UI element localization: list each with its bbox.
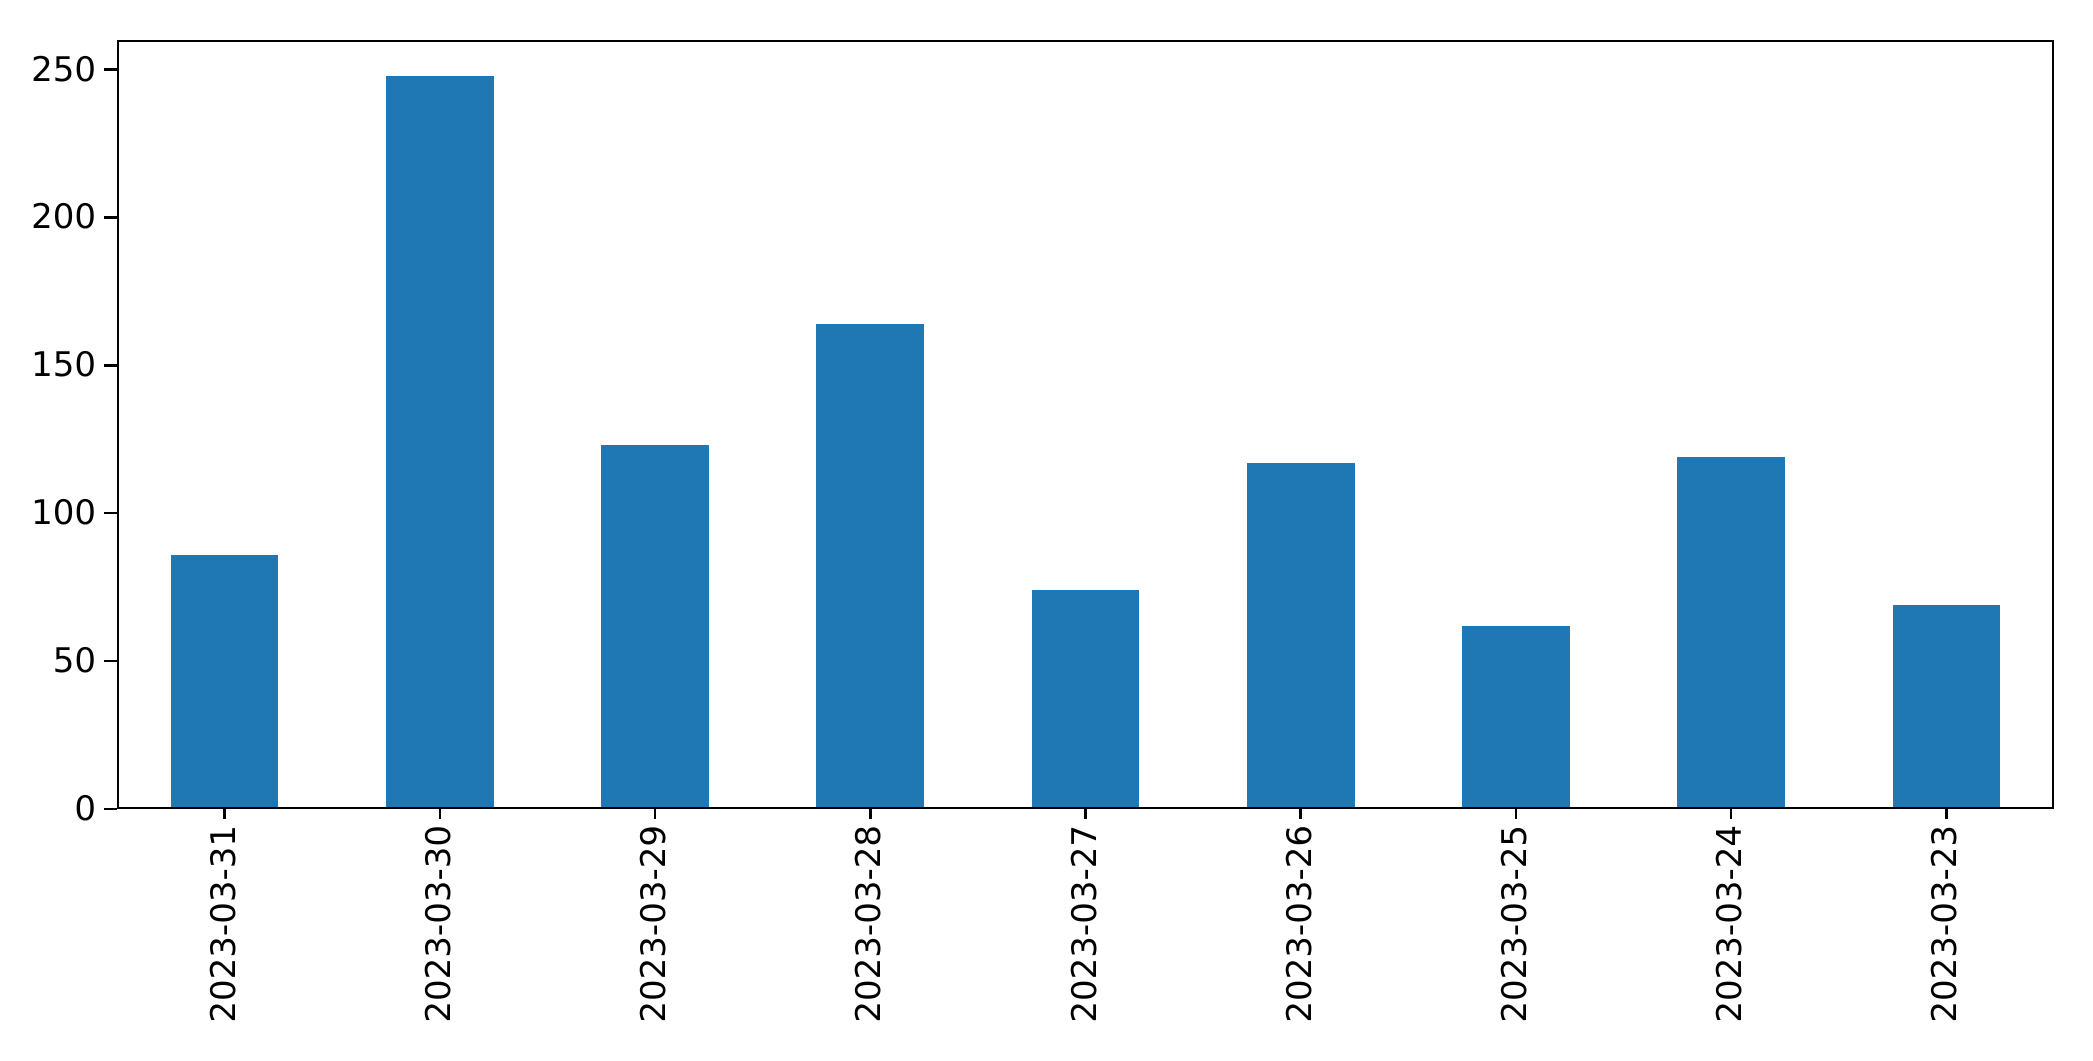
y-tick-mark <box>104 216 117 219</box>
x-tick-mark <box>653 809 657 819</box>
x-tick-label: 2023-03-24 <box>1710 825 1751 1023</box>
y-tick-label: 50 <box>52 641 96 682</box>
x-tick-label: 2023-03-26 <box>1279 825 1320 1023</box>
x-tick-mark <box>223 809 226 819</box>
y-tick-label: 200 <box>31 197 96 238</box>
bar-2023-03-27 <box>1031 590 1140 809</box>
bar-2023-03-23 <box>1892 604 2001 809</box>
x-tick-mark <box>438 809 442 819</box>
y-tick-mark <box>104 364 117 367</box>
bar-2023-03-24 <box>1677 457 1785 809</box>
x-tick-label: 2023-03-29 <box>634 825 675 1023</box>
y-tick-label: 150 <box>31 345 96 386</box>
x-tick-mark <box>1514 809 1518 819</box>
bar-2023-03-30 <box>386 75 494 809</box>
y-tick-label: 0 <box>74 789 96 829</box>
bar-2023-03-29 <box>601 445 709 809</box>
y-tick-label: 100 <box>31 493 96 534</box>
x-tick-mark <box>1945 809 1948 819</box>
x-tick-mark <box>1084 809 1087 819</box>
y-tick-label: 250 <box>31 49 96 90</box>
bar-2023-03-28 <box>816 323 925 809</box>
x-tick-label: 2023-03-25 <box>1495 825 1536 1023</box>
x-tick-mark <box>1299 809 1302 819</box>
plot-area <box>104 40 2054 819</box>
y-tick-mark <box>104 807 117 811</box>
x-tick-mark <box>1729 809 1733 819</box>
x-tick-label: 2023-03-31 <box>203 825 244 1023</box>
bar-2023-03-26 <box>1246 462 1355 809</box>
bar-2023-03-31 <box>170 554 279 809</box>
y-tick-mark <box>104 659 117 663</box>
y-tick-mark <box>104 68 117 71</box>
x-tick-label: 2023-03-27 <box>1064 825 1105 1023</box>
x-tick-label: 2023-03-28 <box>849 825 890 1023</box>
x-tick-mark <box>869 809 872 819</box>
x-tick-label: 2023-03-30 <box>418 825 459 1023</box>
bar-2023-03-25 <box>1462 625 1570 809</box>
y-tick-mark <box>104 511 117 515</box>
x-tick-label: 2023-03-23 <box>1925 825 1966 1023</box>
